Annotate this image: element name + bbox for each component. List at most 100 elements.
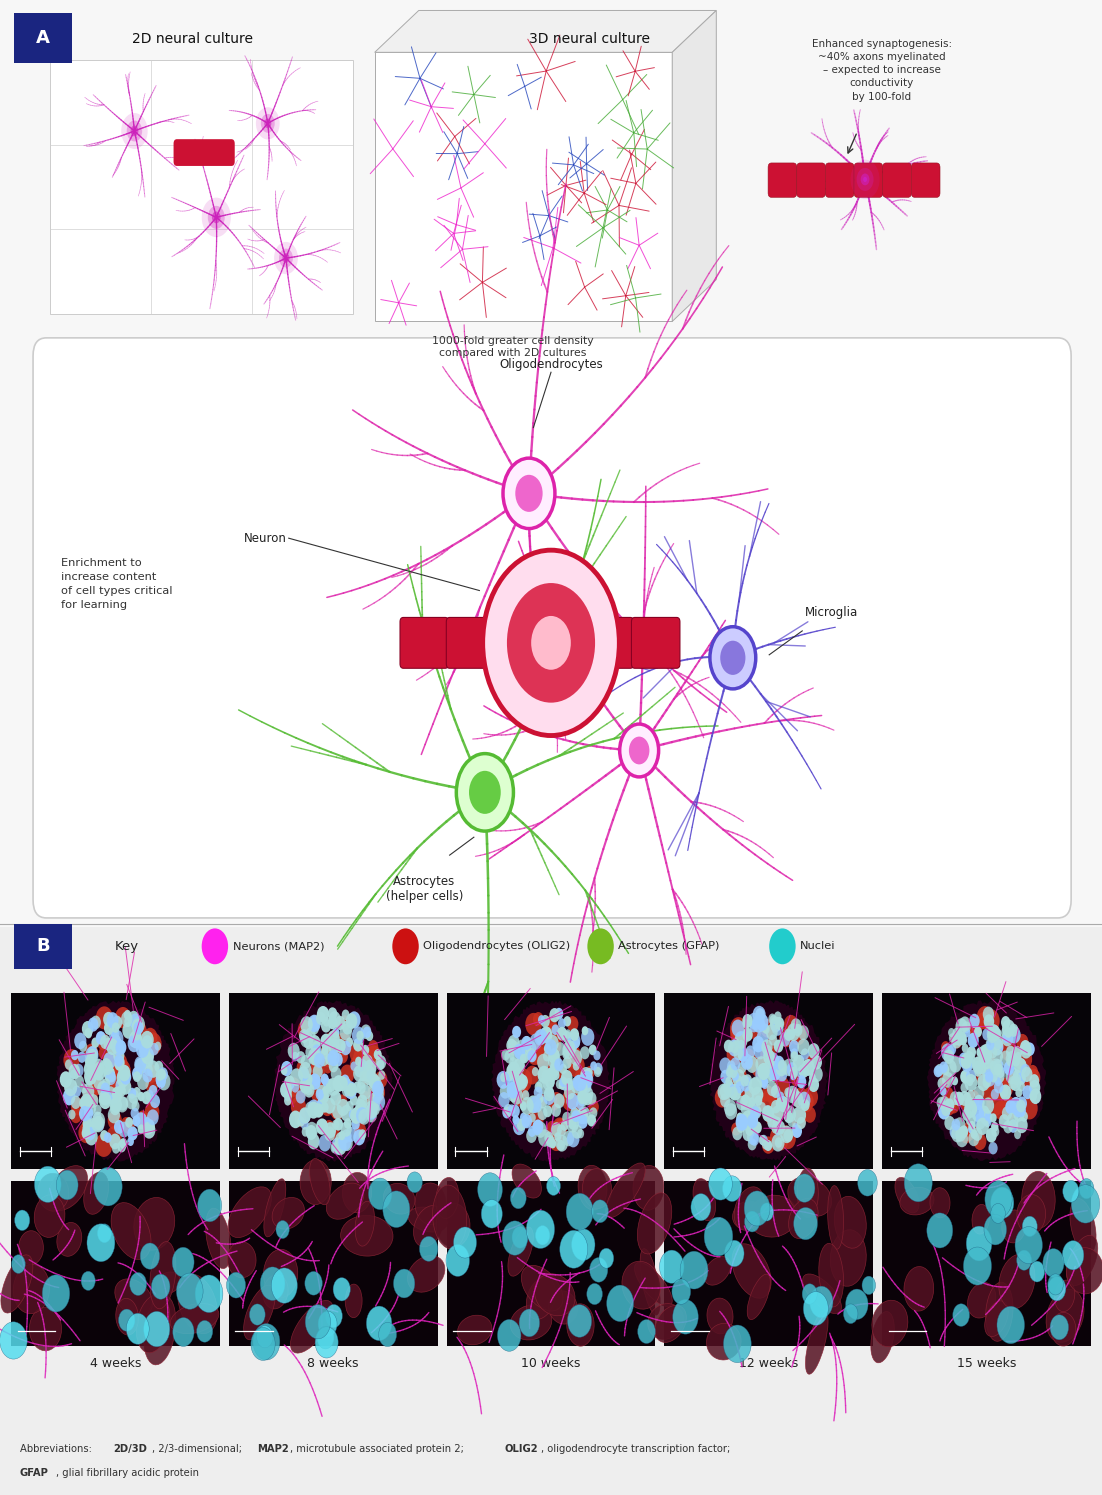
Circle shape — [1050, 1314, 1069, 1340]
Circle shape — [747, 1129, 758, 1145]
Circle shape — [548, 1048, 560, 1064]
Circle shape — [562, 1090, 577, 1111]
Circle shape — [110, 1052, 128, 1076]
Circle shape — [972, 1105, 984, 1121]
Circle shape — [1004, 1061, 1014, 1075]
Circle shape — [1012, 1055, 1020, 1066]
Text: Neuron: Neuron — [244, 532, 287, 544]
Circle shape — [738, 1061, 746, 1073]
Ellipse shape — [802, 1274, 842, 1314]
Circle shape — [155, 1072, 166, 1087]
Circle shape — [315, 1326, 338, 1357]
Circle shape — [962, 1021, 971, 1033]
Circle shape — [806, 1055, 814, 1067]
Circle shape — [342, 1129, 352, 1142]
Circle shape — [295, 1111, 306, 1127]
Circle shape — [750, 1105, 761, 1120]
Circle shape — [591, 1061, 597, 1070]
Circle shape — [582, 1026, 588, 1036]
Circle shape — [128, 1011, 140, 1027]
Circle shape — [593, 1051, 601, 1060]
Circle shape — [747, 1114, 758, 1129]
Circle shape — [315, 1088, 324, 1100]
Circle shape — [87, 1072, 101, 1091]
Circle shape — [993, 1063, 1003, 1076]
Circle shape — [313, 1103, 324, 1118]
FancyBboxPatch shape — [493, 617, 541, 668]
Circle shape — [305, 1124, 316, 1141]
Circle shape — [761, 1079, 768, 1090]
Circle shape — [937, 1097, 946, 1109]
Circle shape — [990, 1072, 997, 1082]
Circle shape — [797, 1075, 807, 1088]
Circle shape — [85, 1129, 98, 1145]
Circle shape — [139, 1044, 147, 1054]
Circle shape — [84, 1061, 95, 1076]
Circle shape — [564, 1041, 575, 1055]
Circle shape — [304, 1082, 314, 1097]
Circle shape — [543, 1090, 555, 1105]
Circle shape — [544, 1044, 551, 1054]
Circle shape — [318, 1090, 329, 1103]
Circle shape — [324, 1126, 335, 1141]
Circle shape — [809, 1073, 815, 1082]
Circle shape — [798, 1091, 810, 1109]
Circle shape — [508, 1041, 518, 1055]
Circle shape — [366, 1307, 392, 1341]
Circle shape — [1007, 1072, 1019, 1088]
Text: 1000-fold greater cell density
compared with 2D cultures: 1000-fold greater cell density compared … — [432, 336, 593, 357]
Circle shape — [100, 1058, 111, 1073]
Circle shape — [802, 1284, 818, 1304]
Circle shape — [771, 1105, 784, 1121]
Circle shape — [208, 206, 225, 229]
Circle shape — [969, 1014, 980, 1029]
Circle shape — [966, 1046, 976, 1058]
Circle shape — [782, 1058, 796, 1076]
Circle shape — [526, 1048, 536, 1061]
Circle shape — [958, 1032, 966, 1044]
Circle shape — [551, 1103, 561, 1117]
Circle shape — [34, 1166, 61, 1202]
Circle shape — [375, 1070, 387, 1088]
Circle shape — [1071, 1184, 1100, 1223]
Circle shape — [94, 1075, 105, 1090]
Circle shape — [559, 1064, 566, 1075]
Ellipse shape — [998, 1254, 1035, 1308]
Text: 4 weeks: 4 weeks — [89, 1357, 141, 1371]
Circle shape — [572, 1124, 582, 1139]
Ellipse shape — [355, 1202, 375, 1247]
Circle shape — [557, 1027, 568, 1041]
Circle shape — [992, 1049, 1003, 1063]
Circle shape — [365, 1060, 375, 1075]
Circle shape — [214, 215, 218, 220]
Circle shape — [1001, 1039, 1017, 1061]
Ellipse shape — [47, 1166, 87, 1211]
Ellipse shape — [640, 1248, 660, 1316]
Circle shape — [284, 1075, 295, 1090]
Circle shape — [316, 1118, 328, 1135]
Bar — [882, 993, 1091, 1169]
Circle shape — [590, 1108, 597, 1118]
Circle shape — [777, 1091, 785, 1102]
Circle shape — [526, 1129, 537, 1144]
Circle shape — [108, 1082, 123, 1103]
Circle shape — [87, 1046, 98, 1060]
Circle shape — [96, 1006, 112, 1030]
Circle shape — [529, 1114, 536, 1123]
Circle shape — [85, 1073, 94, 1085]
Circle shape — [979, 1054, 987, 1064]
Circle shape — [533, 1100, 542, 1112]
Circle shape — [775, 1126, 781, 1135]
Circle shape — [323, 1120, 335, 1135]
Circle shape — [753, 1121, 761, 1133]
Circle shape — [749, 1133, 759, 1145]
Circle shape — [317, 1006, 329, 1023]
Circle shape — [508, 1076, 520, 1094]
Circle shape — [732, 1069, 745, 1087]
Circle shape — [510, 1061, 517, 1072]
Circle shape — [942, 1087, 953, 1102]
Circle shape — [364, 1073, 374, 1085]
Circle shape — [793, 1208, 818, 1239]
Circle shape — [801, 1099, 810, 1111]
Circle shape — [569, 1115, 580, 1130]
